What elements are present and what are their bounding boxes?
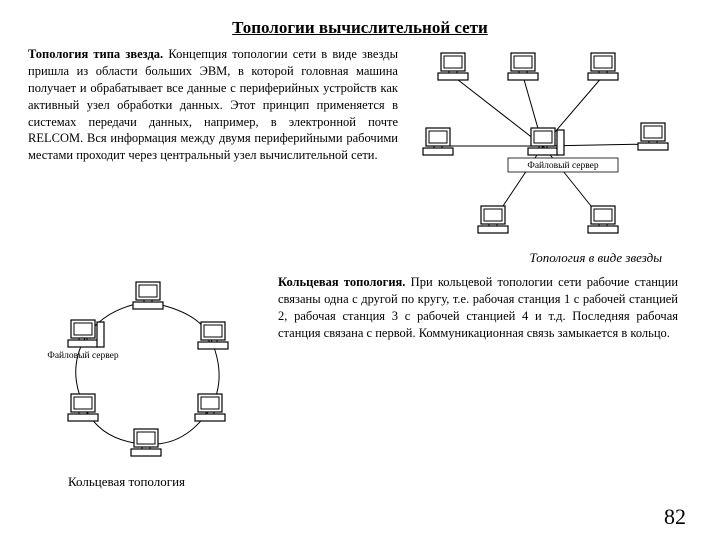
pc-icon — [588, 53, 618, 80]
pc-icon — [438, 53, 468, 80]
ring-diagram: Файловый сервер Кольцевая топология — [28, 272, 268, 490]
ring-heading: Кольцевая топология. — [278, 275, 405, 289]
server-icon — [528, 128, 564, 155]
ring-caption: Кольцевая топология — [68, 474, 268, 490]
pc-icon — [638, 123, 668, 150]
star-diagram: Файловый сервер — [408, 46, 678, 246]
star-text: Топология типа звезда. Концепция тополог… — [28, 46, 398, 246]
pc-icon — [423, 128, 453, 155]
ring-text: Кольцевая топология. При кольцевой топол… — [278, 272, 678, 490]
server-icon — [68, 320, 104, 347]
page-number: 82 — [664, 504, 686, 530]
pc-icon — [131, 429, 161, 456]
ring-server-label: Файловый сервер — [47, 350, 119, 361]
star-body: Концепция топологии сети в виде звезды п… — [28, 47, 398, 162]
pc-icon — [198, 322, 228, 349]
star-caption: Топология в виде звезды — [28, 250, 692, 266]
page-title: Топологии вычислительной сети — [28, 18, 692, 38]
row-ring: Файловый сервер Кольцевая топология Коль… — [28, 272, 692, 490]
pc-icon — [588, 206, 618, 233]
star-heading: Топология типа звезда. — [28, 47, 163, 61]
star-server-label: Файловый сервер — [527, 160, 599, 171]
pc-icon — [508, 53, 538, 80]
pc-icon — [133, 282, 163, 309]
pc-icon — [478, 206, 508, 233]
pc-icon — [195, 394, 225, 421]
pc-icon — [68, 394, 98, 421]
row-star: Топология типа звезда. Концепция тополог… — [28, 46, 692, 246]
